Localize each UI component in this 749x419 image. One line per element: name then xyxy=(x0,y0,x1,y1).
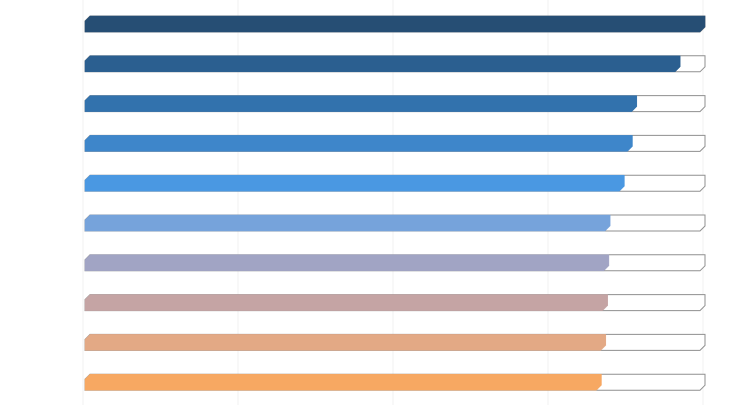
bar xyxy=(84,334,607,351)
bar xyxy=(84,214,611,232)
bar-row xyxy=(84,134,706,152)
bar xyxy=(84,254,610,272)
bar-row xyxy=(84,333,706,351)
bar xyxy=(84,135,633,152)
bar xyxy=(84,95,638,112)
bar-row xyxy=(84,294,706,312)
bar xyxy=(84,174,625,192)
bar xyxy=(84,55,681,73)
bar-row xyxy=(84,95,706,113)
bar xyxy=(84,15,706,33)
bar-row xyxy=(84,254,706,272)
bar-row xyxy=(84,174,706,192)
bar-row xyxy=(84,55,706,73)
bar-row xyxy=(84,214,706,232)
bar-row xyxy=(84,15,706,33)
bar-row xyxy=(84,373,706,391)
bars-layer xyxy=(84,15,706,391)
bar xyxy=(84,373,602,391)
bar xyxy=(84,294,608,311)
